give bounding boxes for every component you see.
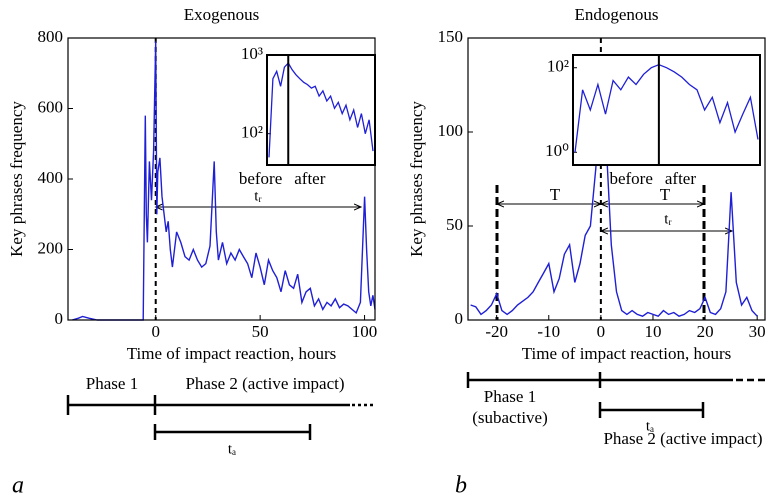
phase-label: Phase 1 [86, 374, 138, 393]
plot-frame [67, 37, 376, 321]
inset-label: after [665, 169, 696, 188]
phase-label: (subactive) [472, 408, 548, 427]
x-tick-label: 30 [749, 322, 766, 341]
data-line [470, 98, 758, 318]
inset-frame [266, 54, 376, 166]
inset-label: before [609, 169, 652, 188]
inset-frame [572, 54, 761, 166]
inset-line [268, 62, 374, 158]
y-tick-label: 0 [455, 309, 464, 328]
x-tick-label: 0 [151, 322, 160, 341]
x-tick-label: 100 [352, 322, 378, 341]
x-tick-label: 10 [644, 322, 661, 341]
inset-line [574, 64, 759, 153]
y-tick-label: 800 [38, 27, 64, 46]
annotation: T [660, 185, 671, 204]
x-axis-label: Time of impact reaction, hours [522, 344, 731, 363]
phase-label: Phase 1 [484, 387, 536, 406]
annotation: tᵣ [664, 211, 672, 227]
phase-label: Phase 2 (active impact) [185, 374, 344, 393]
phase-label: tₐ [228, 441, 236, 457]
y-axis-label: Key phrases frequency [7, 101, 26, 257]
y-tick-label: 50 [446, 215, 463, 234]
y-tick-label: 200 [38, 238, 64, 257]
plot-frame [467, 37, 766, 321]
inset-tick-label: 10⁰ [545, 141, 569, 160]
inset-label: before [239, 169, 282, 188]
inset-tick-label: 10² [241, 123, 263, 142]
y-tick-label: 0 [55, 309, 64, 328]
y-axis-label: Key phrases frequency [407, 101, 426, 257]
y-tick-label: 600 [38, 97, 64, 116]
x-tick-label: -10 [537, 322, 560, 341]
annotation: tᵣ [254, 188, 262, 204]
y-tick-label: 100 [438, 121, 464, 140]
chart-title: Exogenous [184, 5, 260, 24]
panel-label: b [455, 473, 467, 499]
panel-label: a [12, 473, 24, 499]
y-tick-label: 400 [38, 168, 64, 187]
y-tick-label: 150 [438, 27, 464, 46]
inset-tick-label: 10³ [241, 44, 263, 63]
phase-label: Phase 2 (active impact) [603, 429, 762, 448]
inset-tick-label: 10² [547, 57, 569, 76]
annotation: T [550, 185, 561, 204]
inset-label: after [294, 169, 325, 188]
x-tick-label: 50 [252, 322, 269, 341]
data-line [72, 41, 376, 321]
x-tick-label: 0 [597, 322, 606, 341]
x-axis-label: Time of impact reaction, hours [127, 344, 336, 363]
phase-label: tₐ [646, 418, 654, 434]
x-tick-label: 20 [697, 322, 714, 341]
x-tick-label: -20 [485, 322, 508, 341]
chart-title: Endogenous [574, 5, 658, 24]
